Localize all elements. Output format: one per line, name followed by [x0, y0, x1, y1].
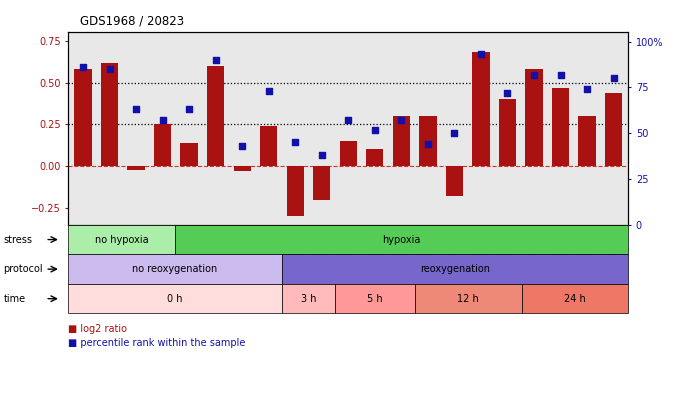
Bar: [128, 166, 144, 170]
Bar: [552, 87, 569, 166]
Point: [157, 117, 168, 124]
Text: ■ percentile rank within the sample: ■ percentile rank within the sample: [68, 338, 246, 348]
Bar: [499, 99, 516, 166]
Bar: [313, 166, 330, 200]
Bar: [605, 93, 622, 166]
Text: no hypoxia: no hypoxia: [95, 234, 149, 245]
Text: reoxygenation: reoxygenation: [420, 264, 490, 274]
Text: 24 h: 24 h: [564, 294, 586, 304]
Bar: [154, 124, 171, 166]
Point: [475, 51, 487, 58]
Point: [369, 126, 380, 133]
Text: 12 h: 12 h: [457, 294, 479, 304]
Bar: [260, 126, 277, 166]
Bar: [207, 66, 224, 166]
Point: [210, 57, 221, 63]
Text: stress: stress: [3, 234, 33, 245]
Point: [77, 64, 89, 70]
Bar: [101, 62, 118, 166]
Point: [316, 152, 327, 158]
Point: [343, 117, 354, 124]
Bar: [446, 166, 463, 196]
Bar: [526, 69, 542, 166]
Point: [555, 71, 566, 78]
Point: [581, 86, 593, 92]
Bar: [287, 166, 304, 216]
Text: GDS1968 / 20823: GDS1968 / 20823: [80, 14, 184, 27]
Point: [104, 66, 115, 72]
Text: time: time: [3, 294, 26, 304]
Text: 0 h: 0 h: [168, 294, 183, 304]
Text: protocol: protocol: [3, 264, 43, 274]
Text: 5 h: 5 h: [367, 294, 383, 304]
Point: [263, 88, 274, 94]
Bar: [75, 69, 91, 166]
Text: ■ log2 ratio: ■ log2 ratio: [68, 324, 128, 334]
Bar: [473, 53, 489, 166]
Text: no reoxygenation: no reoxygenation: [133, 264, 218, 274]
Bar: [393, 116, 410, 166]
Point: [422, 141, 433, 147]
Bar: [340, 141, 357, 166]
Point: [237, 143, 248, 149]
Point: [528, 71, 540, 78]
Point: [502, 90, 513, 96]
Bar: [181, 143, 198, 166]
Bar: [419, 116, 436, 166]
Bar: [234, 166, 251, 171]
Text: hypoxia: hypoxia: [383, 234, 421, 245]
Bar: [366, 149, 383, 166]
Point: [396, 117, 407, 124]
Point: [184, 106, 195, 113]
Point: [449, 130, 460, 136]
Point: [131, 106, 142, 113]
Point: [290, 139, 301, 145]
Text: 3 h: 3 h: [301, 294, 316, 304]
Point: [608, 75, 619, 81]
Bar: [579, 116, 595, 166]
